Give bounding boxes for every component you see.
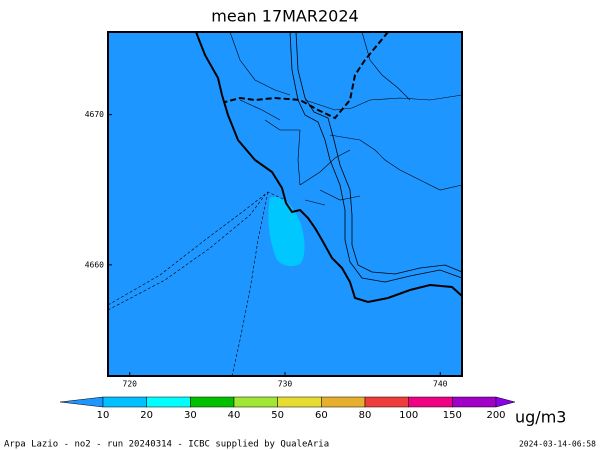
- colorbar-segment: [408, 396, 453, 408]
- colorbar-segment: [364, 396, 409, 408]
- colorbar-label: 50: [271, 410, 284, 421]
- colorbar-label: 80: [359, 410, 372, 421]
- colorbar-segment: [321, 396, 366, 408]
- colorbar-segment: [190, 396, 235, 408]
- colorbar-segment: [277, 396, 322, 408]
- map-title: mean 17MAR2024: [211, 7, 358, 26]
- colorbar-label: 20: [140, 410, 153, 421]
- colorbar-label: 60: [315, 410, 328, 421]
- colorbar-label: 200: [486, 410, 505, 421]
- colorbar-label: 10: [97, 410, 110, 421]
- x-tick-label: 720: [123, 380, 138, 389]
- x-tick-label: 730: [278, 380, 293, 389]
- plume: [268, 197, 305, 266]
- colorbar-label: 30: [184, 410, 197, 421]
- colorbar-upper: [495, 396, 516, 408]
- colorbar-unit: ug/m3: [515, 408, 566, 427]
- colorbar-lower: [59, 396, 104, 408]
- colorbar-label: 40: [228, 410, 241, 421]
- x-tick-label: 740: [433, 380, 448, 389]
- colorbar-segment: [233, 396, 278, 408]
- footer-left: Arpa Lazio - no2 - run 20240314 - ICBC s…: [4, 440, 329, 450]
- colorbar-segment: [452, 396, 497, 408]
- colorbar-segment: [146, 396, 191, 408]
- y-tick-label: 4660: [85, 260, 104, 269]
- colorbar-segment: [102, 396, 147, 408]
- footer-right: 2024-03-14-06:58: [519, 440, 596, 449]
- map-lines: [107, 31, 463, 377]
- y-tick-label: 4670: [85, 110, 104, 119]
- colorbar-label: 100: [399, 410, 418, 421]
- colorbar-label: 150: [443, 410, 462, 421]
